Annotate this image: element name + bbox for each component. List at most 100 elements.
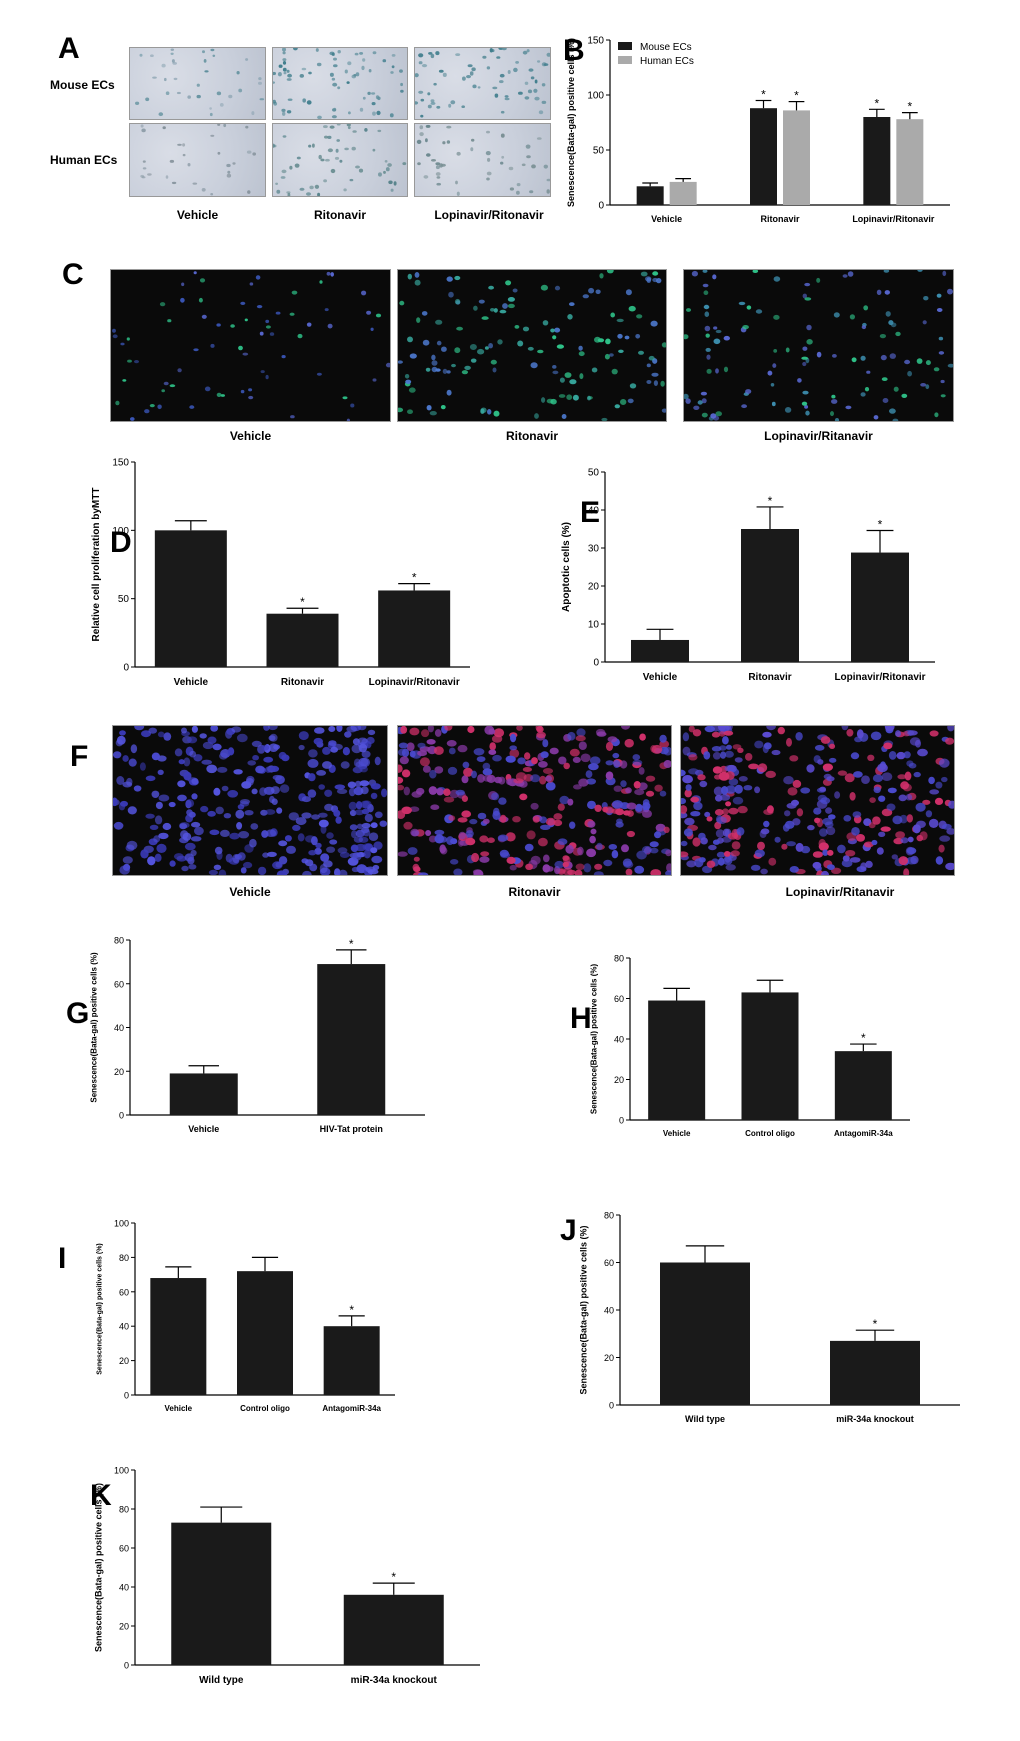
- cell-nucleus: [691, 270, 698, 277]
- cell-nucleus: [462, 76, 466, 81]
- cell-nucleus: [540, 824, 551, 830]
- cell-nucleus: [714, 809, 724, 816]
- cell-nucleus: [617, 333, 623, 339]
- cell-nucleus: [774, 836, 781, 843]
- bar: [750, 108, 777, 205]
- cell-nucleus: [625, 787, 632, 794]
- cell-nucleus: [130, 744, 138, 754]
- cell-nucleus: [704, 726, 715, 733]
- cell-nucleus: [230, 324, 235, 328]
- cell-nucleus: [646, 380, 652, 384]
- cell-nucleus: [549, 747, 559, 755]
- cell-nucleus: [611, 850, 619, 859]
- cell-nucleus: [248, 388, 253, 392]
- cell-nucleus: [868, 822, 876, 829]
- y-tick-label: 50: [118, 594, 130, 605]
- cell-nucleus: [435, 172, 441, 176]
- cell-nucleus: [140, 849, 149, 859]
- cell-nucleus: [346, 124, 351, 127]
- cell-nucleus: [112, 334, 118, 339]
- cell-nucleus: [428, 52, 433, 55]
- cell-nucleus: [344, 731, 352, 738]
- cell-nucleus: [697, 774, 706, 781]
- cell-nucleus: [645, 276, 652, 282]
- cell-nucleus: [784, 820, 795, 829]
- cell-nucleus: [446, 276, 453, 282]
- cell-nucleus: [878, 795, 886, 802]
- cell-nucleus: [550, 328, 555, 333]
- cell-nucleus: [693, 801, 703, 811]
- cell-nucleus: [411, 791, 422, 798]
- cell-nucleus: [684, 789, 692, 798]
- cell-nucleus: [845, 405, 852, 410]
- cell-nucleus: [336, 139, 340, 142]
- chart-e: E 0 10 20 30 40 50 Apoptotic cells (%) Vehicle * R…: [561, 468, 935, 683]
- cell-nucleus: [372, 864, 380, 871]
- cell-nucleus: [320, 853, 330, 862]
- cell-nucleus: [126, 777, 133, 786]
- cell-nucleus: [500, 110, 505, 114]
- cell-nucleus: [191, 793, 198, 800]
- cell-nucleus: [860, 392, 866, 397]
- cell-nucleus: [722, 857, 733, 865]
- cell-nucleus: [168, 801, 176, 808]
- cell-nucleus: [883, 742, 893, 750]
- cell-nucleus: [907, 836, 914, 843]
- cell-nucleus: [429, 411, 437, 416]
- cell-nucleus: [530, 855, 541, 865]
- cell-nucleus: [564, 372, 572, 378]
- cell-nucleus: [856, 834, 865, 842]
- cell-nucleus: [946, 828, 954, 835]
- cell-nucleus: [896, 751, 906, 760]
- cell-nucleus: [297, 833, 305, 842]
- cell-nucleus: [240, 389, 245, 394]
- cell-nucleus: [282, 111, 286, 116]
- cell-nucleus: [789, 866, 799, 873]
- cell-nucleus: [355, 829, 365, 838]
- cell-nucleus: [552, 370, 559, 375]
- cell-nucleus: [318, 154, 322, 160]
- cell-nucleus: [665, 849, 671, 857]
- cell-nucleus: [282, 67, 287, 72]
- cell-nucleus: [710, 413, 717, 419]
- cell-nucleus: [415, 73, 419, 78]
- cell-nucleus: [834, 791, 841, 799]
- cell-nucleus: [423, 175, 429, 179]
- cell-nucleus: [711, 731, 721, 738]
- cell-nucleus: [326, 846, 336, 853]
- cell-nucleus: [269, 733, 278, 742]
- cell-nucleus: [504, 97, 510, 101]
- y-tick-label: 150: [112, 458, 129, 469]
- cell-nucleus: [572, 394, 579, 401]
- cell-nucleus: [361, 808, 370, 815]
- cell-nucleus: [413, 856, 420, 862]
- cell-nucleus: [431, 366, 438, 373]
- cell-nucleus: [725, 864, 736, 871]
- cell-nucleus: [115, 400, 120, 406]
- cell-nucleus: [900, 781, 909, 790]
- cell-nucleus: [712, 839, 720, 845]
- cell-nucleus: [171, 59, 175, 63]
- cell-nucleus: [831, 399, 838, 404]
- y-tick-label: 20: [114, 1067, 124, 1077]
- cell-nucleus: [276, 870, 287, 875]
- y-tick-label: 30: [588, 544, 600, 555]
- cell-nucleus: [352, 130, 357, 133]
- cell-nucleus: [196, 94, 201, 99]
- cell-nucleus: [482, 774, 493, 782]
- cell-nucleus: [362, 829, 371, 837]
- cell-nucleus: [940, 394, 946, 398]
- cell-nucleus: [333, 57, 337, 61]
- cell-nucleus: [563, 762, 570, 770]
- cell-nucleus: [346, 726, 357, 733]
- cell-nucleus: [201, 188, 206, 192]
- cell-nucleus: [879, 334, 886, 339]
- cell-nucleus: [417, 750, 428, 757]
- y-tick-label: 10: [588, 620, 600, 631]
- cell-nucleus: [612, 752, 620, 759]
- cell-nucleus: [607, 736, 618, 743]
- cell-nucleus: [509, 748, 520, 758]
- cell-nucleus: [238, 345, 243, 351]
- cell-nucleus: [661, 408, 666, 413]
- cell-nucleus: [718, 745, 727, 751]
